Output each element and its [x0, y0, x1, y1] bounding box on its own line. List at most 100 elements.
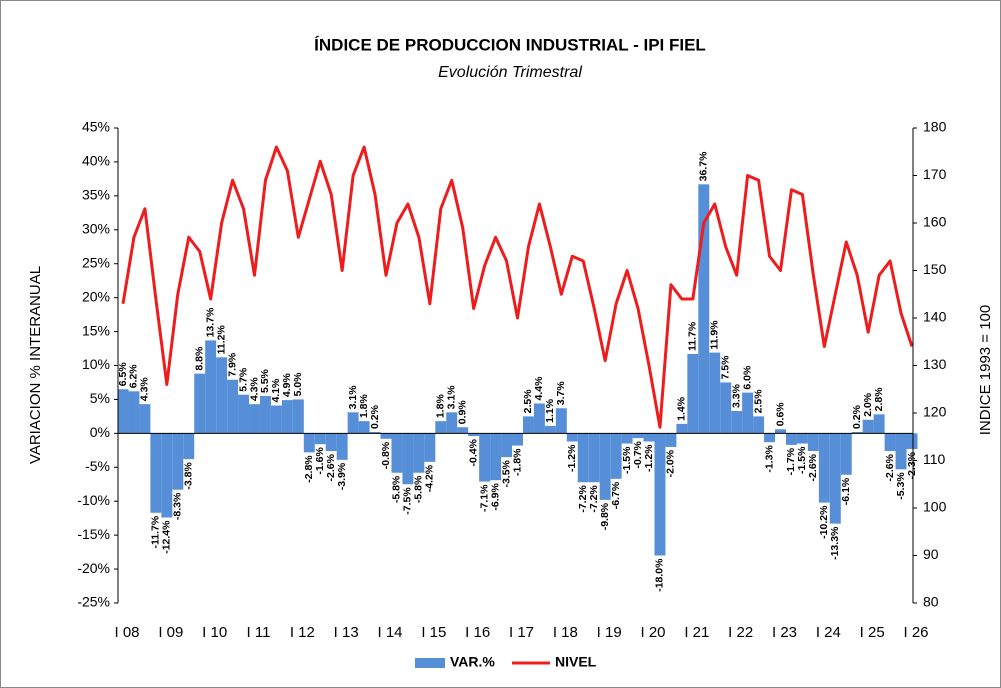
value-label: -1.8%: [511, 448, 523, 476]
bar: [522, 416, 534, 434]
bar: [216, 357, 228, 434]
value-label: 7.9%: [226, 352, 238, 377]
x-tick-label: I 19: [597, 624, 622, 641]
bar: [851, 432, 863, 434]
bar: [424, 433, 436, 462]
bar: [479, 433, 491, 482]
bar: [796, 433, 808, 444]
bar: [654, 433, 666, 556]
bar: [161, 433, 173, 518]
bar: [194, 373, 206, 434]
x-tick-label: I 09: [158, 624, 183, 641]
value-label: 6.0%: [741, 365, 753, 390]
value-label: -3.5%: [500, 459, 512, 487]
value-label: -1.2%: [566, 444, 578, 472]
y-tick-label: 0%: [90, 424, 110, 440]
value-label: -6.9%: [489, 483, 501, 511]
bar: [533, 403, 545, 434]
bar: [873, 414, 885, 434]
y2-tick-label: 170: [923, 166, 947, 182]
y-tick-label: 10%: [82, 356, 110, 372]
y2-axis-label: INDICE 1993 = 100: [977, 305, 994, 436]
value-label: 3.3%: [730, 383, 742, 408]
bar: [555, 408, 567, 434]
bar: [128, 391, 140, 434]
y-axis-label: VARIACION % INTERANUAL: [27, 266, 44, 464]
bar: [742, 392, 754, 434]
value-label: 11.9%: [709, 320, 721, 350]
bar: [490, 433, 502, 481]
bar: [292, 399, 304, 434]
value-label: -4.2%: [424, 464, 436, 492]
bar: [775, 429, 786, 434]
value-label: -2.6%: [884, 453, 896, 481]
value-label: 5.5%: [259, 368, 271, 393]
y-tick-label: 40%: [82, 153, 110, 169]
y-tick-label: 25%: [82, 254, 110, 270]
value-label: 3.1%: [347, 385, 359, 410]
bar: [468, 433, 480, 437]
y2-tick-label: 130: [923, 356, 947, 372]
x-tick-label: I 12: [290, 624, 315, 641]
value-label: -8.3%: [172, 492, 184, 520]
x-tick-label: I 13: [334, 624, 359, 641]
bar: [391, 433, 403, 473]
value-label: -5.8%: [413, 475, 425, 503]
value-label: -18.0%: [654, 558, 666, 592]
x-tick-label: I 20: [640, 624, 665, 641]
bar: [139, 404, 151, 434]
value-label: 11.2%: [215, 325, 227, 355]
bar: [829, 433, 841, 524]
value-label: 8.8%: [193, 346, 205, 371]
x-tick-label: I 10: [202, 624, 227, 641]
y-tick-label: -5%: [85, 458, 110, 474]
y-tick-label: -10%: [77, 492, 110, 508]
bar: [895, 433, 907, 470]
value-label: -7.5%: [402, 487, 414, 515]
value-label: 4.3%: [139, 377, 151, 402]
value-label: 4.1%: [270, 378, 282, 403]
bar: [205, 340, 217, 434]
y-tick-label: 20%: [82, 288, 110, 304]
value-label: 1.8%: [358, 394, 370, 419]
bar: [314, 433, 326, 445]
value-label: 11.7%: [687, 321, 699, 351]
bar: [720, 382, 732, 434]
bar: [665, 433, 677, 447]
legend-label: NIVEL: [555, 654, 597, 670]
value-label: -10.2%: [818, 505, 830, 539]
bar: [117, 389, 129, 434]
value-label: -1.6%: [314, 447, 326, 475]
bar: [884, 433, 896, 451]
value-label: -7.2%: [577, 485, 589, 513]
value-label: -1.2%: [643, 444, 655, 472]
x-tick-label: I 23: [772, 624, 797, 641]
bar: [303, 433, 315, 453]
bar: [588, 433, 600, 483]
value-label: 0.9%: [456, 400, 468, 425]
value-label: -9.8%: [599, 502, 611, 530]
bar: [270, 405, 282, 434]
bar: [807, 433, 819, 451]
bar: [676, 423, 688, 434]
y2-tick-label: 80: [923, 594, 939, 610]
value-label: 2.5%: [522, 389, 534, 414]
y-tick-label: 5%: [90, 390, 110, 406]
y2-tick-label: 90: [923, 546, 939, 562]
value-label: 3.7%: [555, 381, 567, 406]
bar: [413, 433, 425, 473]
y-tick-label: -25%: [77, 594, 110, 610]
bar: [621, 433, 633, 444]
bar: [566, 433, 578, 442]
y2-tick-label: 120: [923, 404, 947, 420]
value-label: 1.1%: [544, 398, 556, 423]
bar: [906, 433, 918, 449]
value-label: 5.0%: [292, 372, 304, 397]
y-tick-label: 45%: [82, 119, 110, 135]
bar: [172, 433, 184, 490]
value-label: 0.2%: [851, 404, 863, 429]
value-label: 13.7%: [204, 307, 216, 337]
y-tick-label: 35%: [82, 187, 110, 203]
bar: [435, 421, 447, 434]
value-label: 7.5%: [719, 355, 731, 380]
